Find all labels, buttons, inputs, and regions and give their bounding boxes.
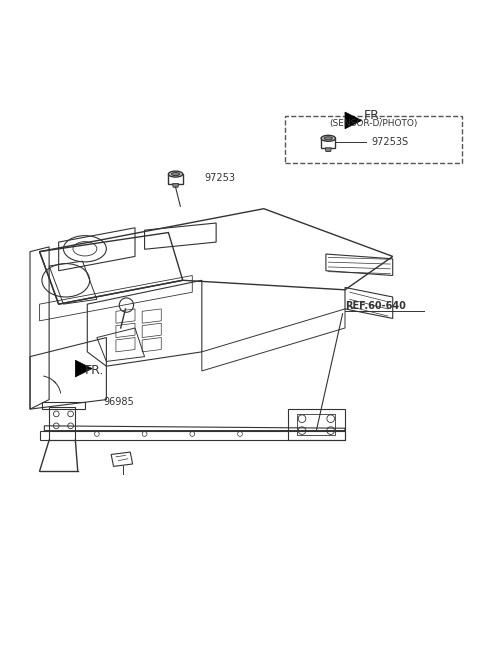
Text: (SENSOR-D/PHOTO): (SENSOR-D/PHOTO) bbox=[329, 119, 418, 129]
Polygon shape bbox=[173, 184, 179, 187]
Text: REF.60-640: REF.60-640 bbox=[345, 301, 406, 312]
Ellipse shape bbox=[168, 171, 183, 177]
Ellipse shape bbox=[321, 135, 336, 141]
Polygon shape bbox=[345, 112, 362, 129]
Polygon shape bbox=[325, 148, 331, 152]
Text: 96985: 96985 bbox=[103, 397, 134, 407]
Text: FR.: FR. bbox=[364, 109, 384, 122]
Text: FR.: FR. bbox=[85, 365, 104, 377]
Polygon shape bbox=[75, 360, 92, 377]
Text: 97253: 97253 bbox=[204, 173, 235, 182]
Ellipse shape bbox=[171, 173, 180, 176]
Text: 97253S: 97253S bbox=[371, 137, 408, 147]
Ellipse shape bbox=[324, 137, 333, 140]
Bar bbox=[285, 115, 462, 163]
